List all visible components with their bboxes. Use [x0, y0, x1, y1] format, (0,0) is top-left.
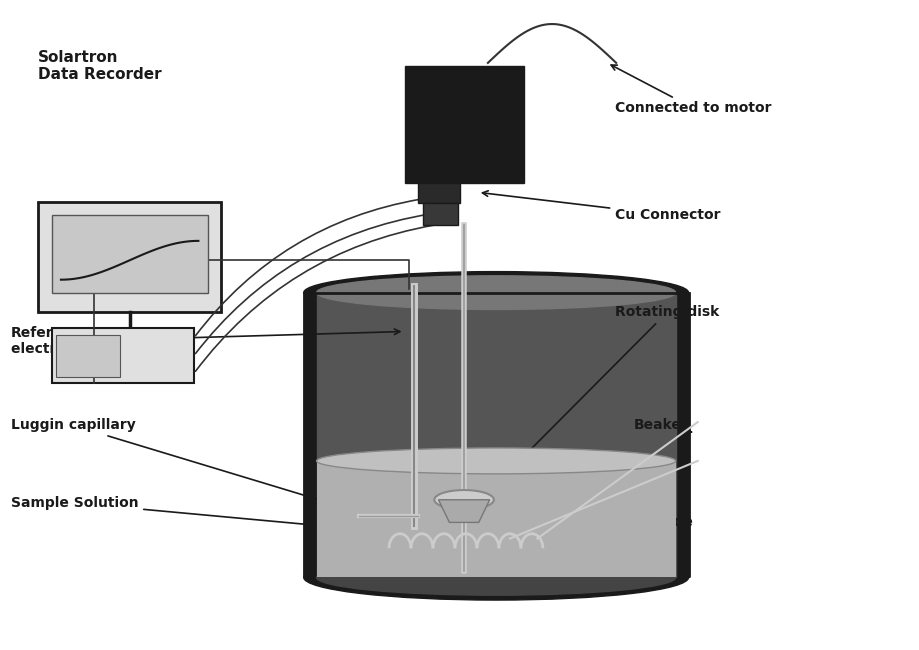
Text: Sample Solution: Sample Solution — [10, 496, 315, 527]
Ellipse shape — [316, 560, 675, 595]
Ellipse shape — [316, 276, 675, 309]
Text: Cu Connector: Cu Connector — [482, 190, 720, 222]
Ellipse shape — [435, 490, 494, 510]
Polygon shape — [316, 292, 675, 577]
Text: Counter electrode: Counter electrode — [515, 515, 693, 549]
FancyBboxPatch shape — [38, 202, 221, 312]
Polygon shape — [304, 292, 688, 577]
Bar — [51, 215, 208, 292]
FancyBboxPatch shape — [51, 328, 194, 384]
Bar — [56, 335, 120, 377]
Polygon shape — [438, 500, 490, 523]
Polygon shape — [316, 461, 675, 577]
Text: Connected to motor: Connected to motor — [611, 65, 772, 115]
Text: Solartron
Data Recorder: Solartron Data Recorder — [38, 50, 162, 83]
Bar — [404, 66, 524, 183]
Ellipse shape — [304, 272, 688, 314]
Bar — [418, 183, 460, 203]
Text: Potentiosta: Potentiosta — [118, 351, 190, 361]
Text: Reference
electrode (SCE): Reference electrode (SCE) — [10, 326, 400, 356]
Text: Beaker: Beaker — [633, 419, 692, 434]
Bar — [423, 203, 458, 225]
Ellipse shape — [316, 448, 675, 474]
Ellipse shape — [304, 554, 688, 600]
Text: Rotating disk: Rotating disk — [490, 305, 720, 490]
Text: Luggin capillary: Luggin capillary — [10, 419, 368, 515]
